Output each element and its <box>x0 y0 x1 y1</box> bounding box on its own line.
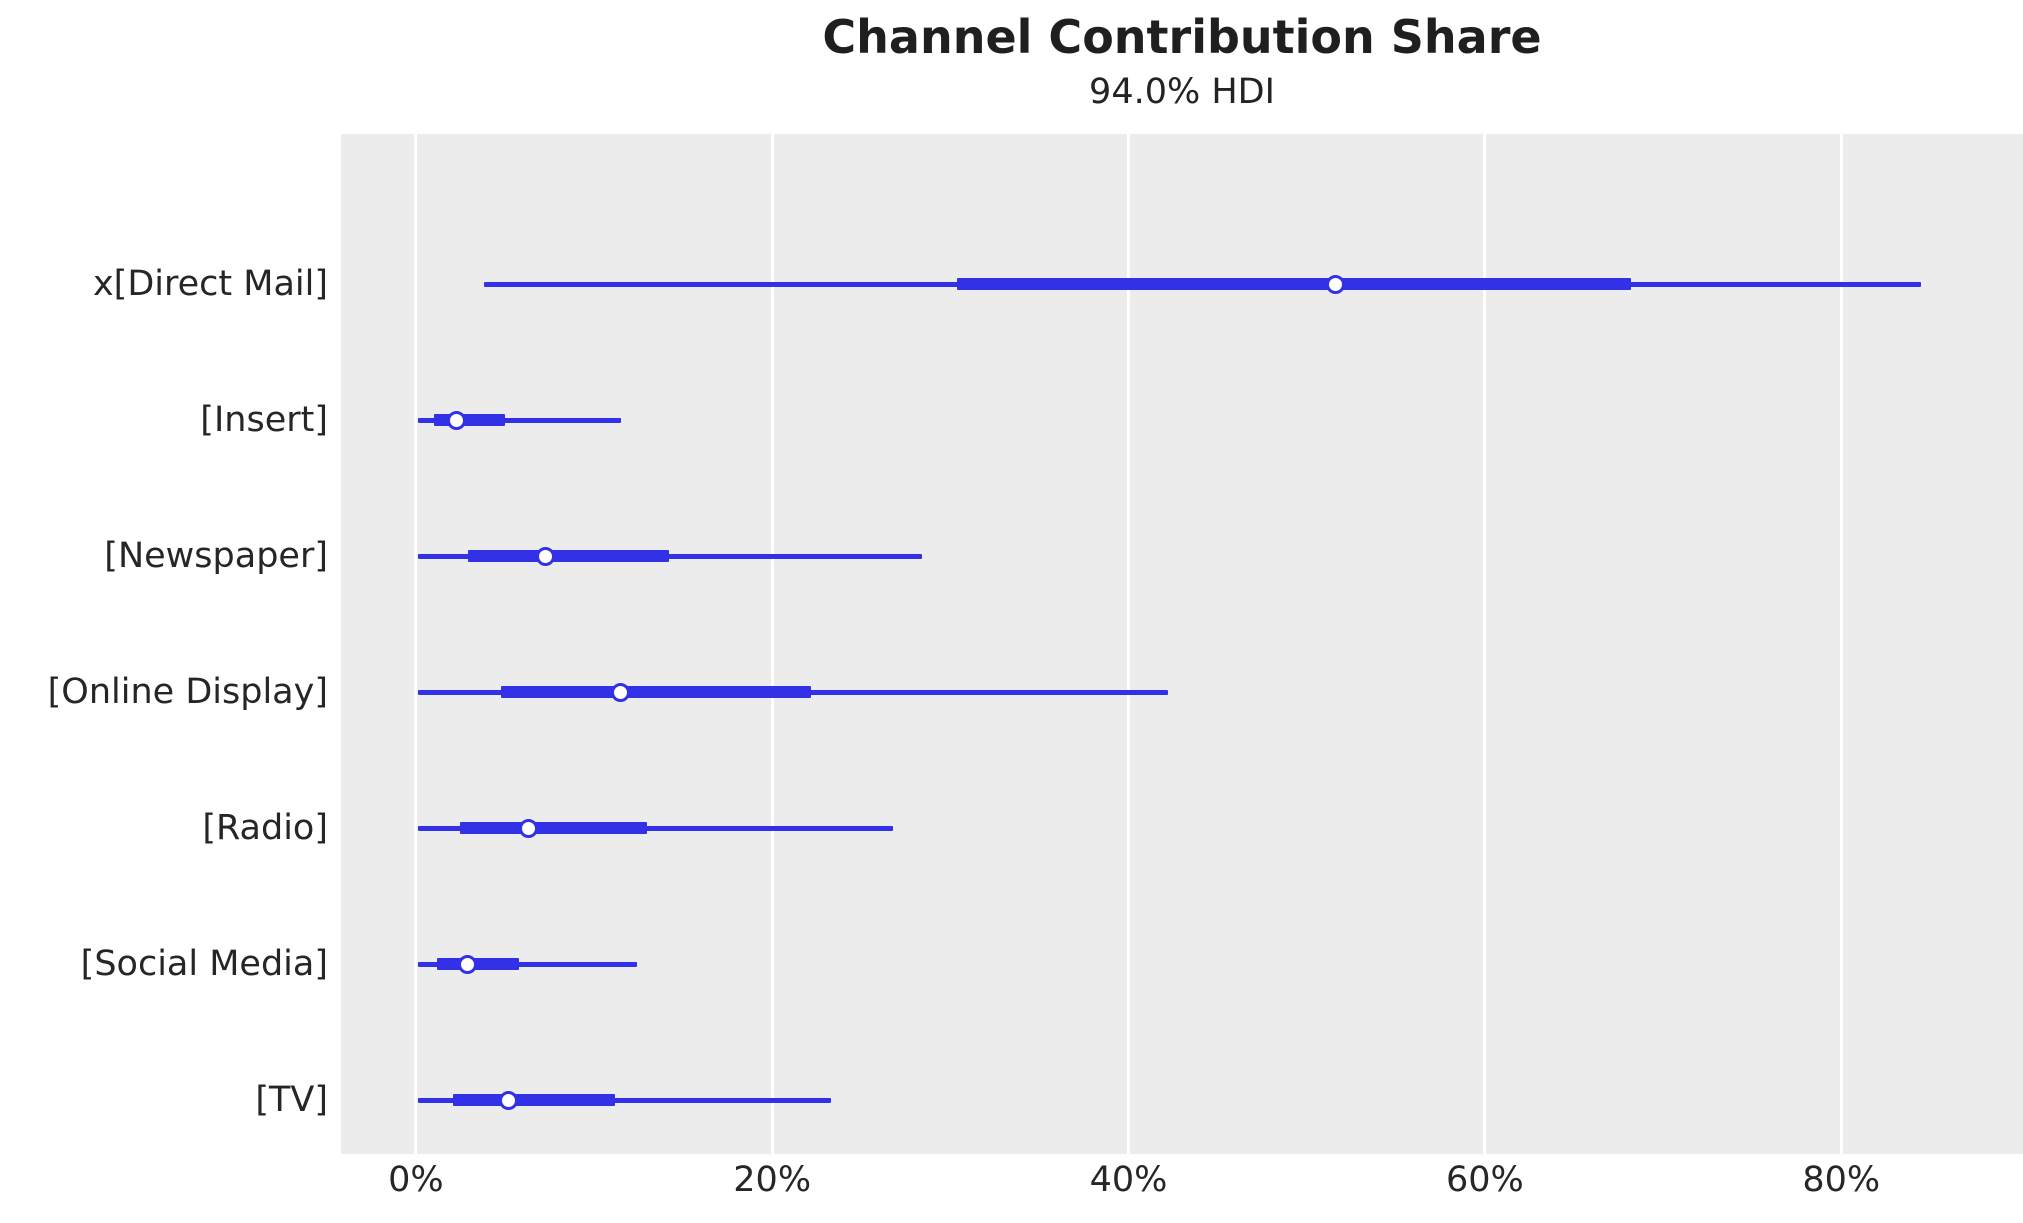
gridline-0% <box>414 134 418 1154</box>
plot-area <box>341 134 2023 1154</box>
quartile-interval-line <box>437 958 520 970</box>
median-point-marker <box>458 954 477 974</box>
gridline-60% <box>1483 134 1487 1154</box>
chart-title: Channel Contribution Share <box>822 10 1542 64</box>
quartile-interval-line <box>957 278 1631 290</box>
gridline-40% <box>1127 134 1131 1154</box>
hdi-interval-line <box>417 553 922 559</box>
median-point-marker <box>447 410 467 430</box>
quartile-interval-line <box>501 686 812 698</box>
quartile-interval-line <box>433 414 505 426</box>
y-axis-label: [TV] <box>255 1080 328 1120</box>
x-tick-label: 0% <box>388 1160 444 1200</box>
x-tick-label: 20% <box>733 1160 812 1200</box>
x-tick-label: 80% <box>1802 1160 1881 1200</box>
hdi-interval-line <box>417 961 637 967</box>
hdi-interval-line <box>417 417 621 423</box>
median-point-marker <box>518 818 538 838</box>
gridline-20% <box>770 134 774 1154</box>
y-axis-label: x[Direct Mail] <box>92 264 328 304</box>
hdi-interval-line <box>417 825 894 831</box>
y-axis-label: [Insert] <box>200 400 328 440</box>
gridline-80% <box>1839 134 1843 1154</box>
median-point-marker <box>611 682 631 702</box>
median-point-marker <box>498 1090 518 1110</box>
median-point-marker <box>1325 274 1345 294</box>
chart-subtitle: 94.0% HDI <box>1089 72 1275 112</box>
hdi-interval-line <box>417 1097 831 1103</box>
y-axis-label: [Newspaper] <box>104 536 328 576</box>
quartile-interval-line <box>453 1094 616 1106</box>
quartile-interval-line <box>460 822 648 834</box>
y-axis-label: [Radio] <box>202 808 328 848</box>
x-tick-label: 40% <box>1089 1160 1168 1200</box>
quartile-interval-line <box>467 550 669 562</box>
y-axis-label: [Online Display] <box>47 672 328 712</box>
x-tick-label: 60% <box>1445 1160 1524 1200</box>
median-point-marker <box>536 546 556 566</box>
y-axis-label: [Social Media] <box>80 944 328 984</box>
